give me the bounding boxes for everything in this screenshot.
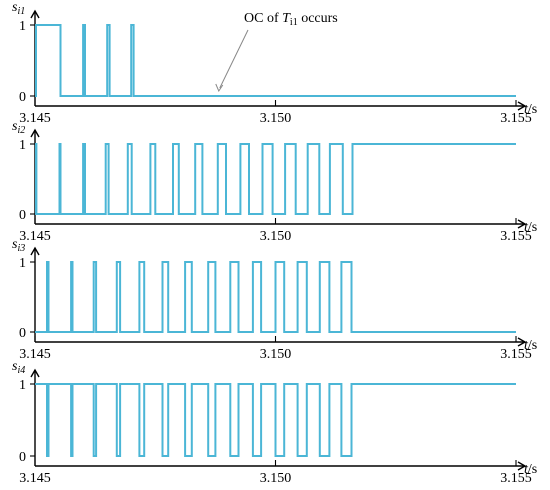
x-axis-arrow — [517, 101, 527, 111]
y-axis-arrow — [30, 9, 40, 19]
x-tick-label: 3.155 — [500, 111, 532, 126]
x-axis-arrow — [517, 219, 527, 229]
y-axis-label: si4 — [12, 359, 25, 376]
y-tick-label: 0 — [19, 450, 26, 465]
y-tick-label: 1 — [19, 19, 26, 34]
x-tick-label: 3.145 — [19, 471, 51, 486]
y-axis-arrow — [30, 128, 40, 138]
signal-series-si1 — [35, 24, 516, 97]
y-tick-label: 1 — [19, 256, 26, 271]
signal-series-si4 — [35, 383, 516, 457]
x-tick-label: 3.150 — [260, 347, 292, 362]
panel-2: 0 1 3.145 3.150 3.155 si2 t/s — [12, 119, 537, 244]
x-tick-label: 3.155 — [500, 347, 532, 362]
x-tick-label: 3.150 — [260, 111, 292, 126]
y-tick-label: 1 — [19, 138, 26, 153]
x-tick-label: 3.155 — [500, 229, 532, 244]
x-tick-label: 3.155 — [500, 471, 532, 486]
x-axis-label: t/s — [524, 220, 537, 235]
y-tick-label: 1 — [19, 378, 26, 393]
x-axis-label: t/s — [524, 338, 537, 353]
signal-series-si2 — [35, 143, 516, 215]
signal-series-si3 — [35, 261, 516, 333]
annotation-text: OC of Ti1 occurs — [244, 11, 338, 28]
panel-4: 0 1 3.145 3.150 3.155 si4 t/s — [12, 359, 537, 486]
y-axis-label: si3 — [12, 237, 25, 254]
x-axis-label: t/s — [524, 462, 537, 477]
annotation-arrowhead — [215, 83, 224, 93]
y-axis-arrow — [30, 368, 40, 378]
y-axis-label: si2 — [12, 119, 25, 136]
x-axis-arrow — [517, 461, 527, 471]
y-axis-arrow — [30, 246, 40, 256]
x-tick-label: 3.150 — [260, 471, 292, 486]
x-tick-label: 3.145 — [19, 229, 51, 244]
annotation-arrow — [219, 29, 249, 89]
y-axis-label: si1 — [12, 0, 25, 17]
x-axis-arrow — [517, 337, 527, 347]
y-tick-label: 0 — [19, 208, 26, 223]
x-tick-label: 3.145 — [19, 347, 51, 362]
x-axis-label: t/s — [524, 102, 537, 117]
x-tick-label: 3.145 — [19, 111, 51, 126]
y-tick-label: 0 — [19, 90, 26, 105]
x-tick-label: 3.150 — [260, 229, 292, 244]
panel-1: 0 1 3.145 3.150 3.155 si1 t/s OC of Ti1 occurs — [12, 0, 537, 126]
panel-3: 0 1 3.145 3.150 3.155 si3 t/s — [12, 237, 537, 362]
y-tick-label: 0 — [19, 326, 26, 341]
